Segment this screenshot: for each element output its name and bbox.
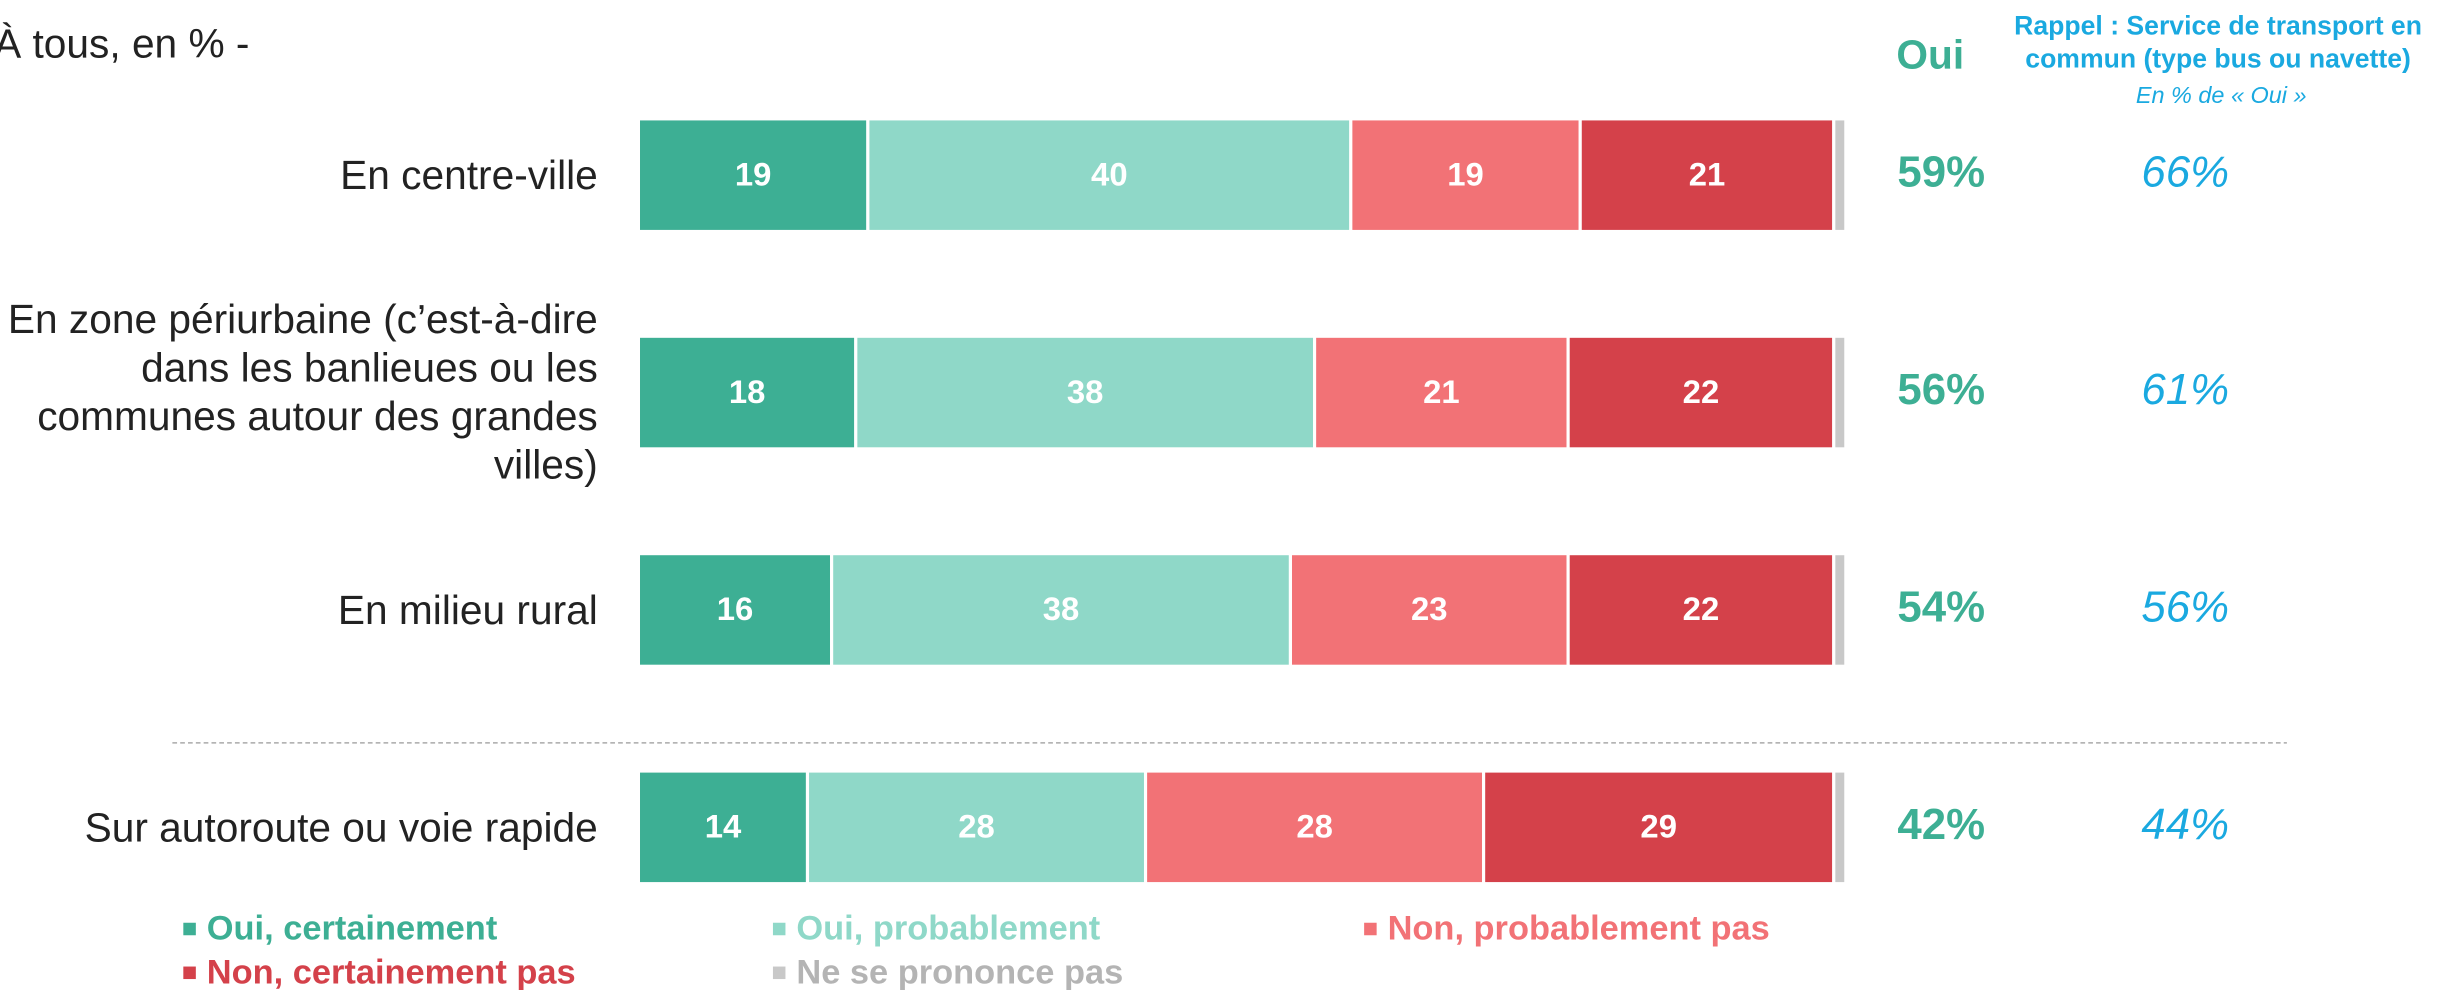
bar-label: 19 [735, 155, 772, 192]
legend-label: Ne se prononce pas [796, 953, 1123, 990]
bar-segment [636, 552, 834, 668]
bar-label: 21 [1423, 373, 1460, 410]
category-label: En milieu rural [337, 585, 598, 633]
bar-label: 29 [1640, 808, 1677, 845]
legend-label: Non, probablement pas [1388, 910, 1770, 948]
oui-value: 56% [1897, 365, 1985, 414]
bar-segment [1143, 769, 1486, 886]
legend-label: Oui, certainement [207, 910, 498, 948]
bar-label: 14 [705, 808, 742, 845]
bar-segment [830, 552, 1292, 668]
legend-swatch [772, 922, 786, 936]
rappel-header-box: Rappel : Service de transport en commun … [2014, 10, 2422, 74]
rappel-value: 66% [2141, 148, 2229, 197]
bar-label: 38 [1067, 373, 1104, 410]
bar-label: 21 [1689, 155, 1726, 192]
bar-label: 28 [958, 808, 995, 845]
oui-header: Oui [1896, 32, 1964, 78]
legend-label: Non, certainement pas [207, 953, 576, 990]
oui-value: 42% [1897, 800, 1985, 849]
rappel-header: Rappel : Service de transport en commun … [2014, 10, 2422, 74]
category-label-box: Sur autoroute ou voie rapide [84, 803, 598, 851]
bar-label: 23 [1411, 590, 1448, 627]
bar-label: 19 [1447, 155, 1484, 192]
legend-swatch [772, 966, 786, 980]
category-label: Sur autoroute ou voie rapide [84, 803, 598, 851]
bar-label: 22 [1683, 590, 1720, 627]
rappel-subheader: En % de « Oui » [2136, 82, 2307, 108]
bar-segment [636, 769, 810, 886]
category-label: En zone périurbaine (c’est-à-dire dans l… [7, 295, 598, 488]
rappel-value: 44% [2141, 800, 2229, 849]
bar-segment [1482, 769, 1836, 886]
category-label: En centre-ville [340, 150, 598, 198]
rappel-value: 61% [2141, 365, 2229, 414]
bar-segment [854, 334, 1317, 451]
legend-swatch [183, 922, 196, 936]
legend-label: Oui, probablement [796, 910, 1100, 948]
oui-value: 59% [1897, 148, 1985, 197]
bar-label: 40 [1091, 155, 1128, 192]
bar-segment [805, 769, 1148, 886]
bar-label: 16 [717, 590, 754, 627]
bar-label: 38 [1043, 590, 1080, 627]
legend-swatch [1364, 922, 1377, 936]
category-label-box: En milieu rural [337, 585, 598, 633]
rappel-value: 56% [2141, 583, 2229, 632]
bar-segment [866, 117, 1353, 234]
bar-segment [1288, 552, 1570, 668]
legend-swatch [183, 966, 196, 980]
bar-segment [1832, 334, 1848, 451]
bar-segment [1832, 769, 1848, 886]
bar-segment [1349, 117, 1582, 234]
bar-label: 22 [1683, 373, 1720, 410]
bar-label: 28 [1296, 808, 1333, 845]
subtitle: À tous, en % - [0, 21, 249, 67]
category-label-box: En centre-ville [340, 150, 598, 198]
bar-label: 18 [729, 373, 766, 410]
oui-value: 54% [1897, 583, 1985, 632]
bar-segment [1832, 552, 1848, 668]
category-label-box: En zone périurbaine (c’est-à-dire dans l… [7, 295, 598, 488]
bar-segment [1832, 117, 1848, 234]
